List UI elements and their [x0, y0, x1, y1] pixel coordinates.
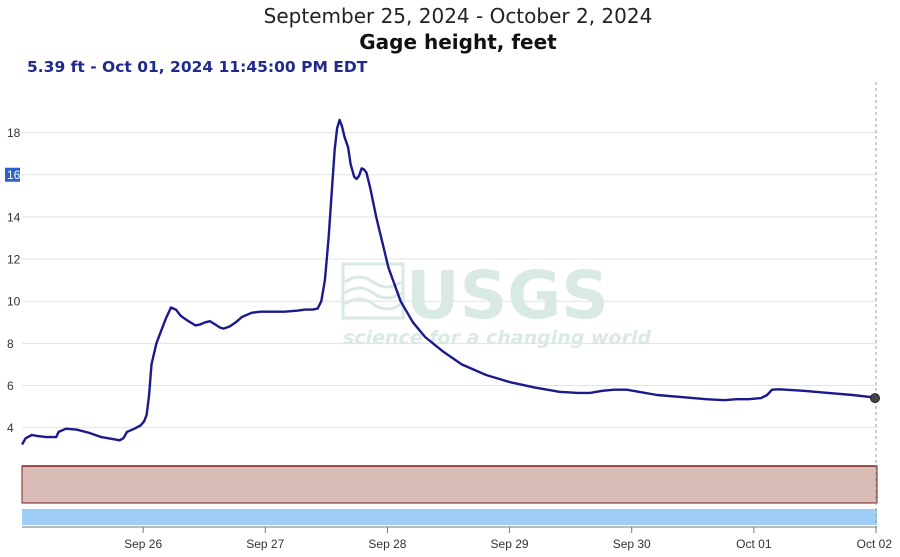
x-tick-label: Oct 02 [857, 537, 893, 551]
y-tick-label: 16 [7, 168, 21, 182]
y-tick-label: 4 [7, 421, 14, 435]
chart-title: September 25, 2024 - October 2, 2024 [264, 4, 653, 28]
x-tick-label: Oct 01 [736, 537, 772, 551]
x-axis: Sep 26 Sep 27 Sep 28 Sep 29 Sep 30 Oct 01 Oct … [124, 527, 892, 551]
x-tick-label: Sep 30 [613, 537, 651, 551]
watermark-text: USGS [406, 257, 609, 334]
y-tick-highlight [5, 167, 20, 182]
y-tick-label: 18 [7, 126, 21, 140]
y-tick-label: 8 [7, 337, 14, 351]
series-layer [20, 118, 880, 446]
hover-point-marker[interactable] [870, 393, 880, 404]
chart-subtitle: Gage height, feet [359, 30, 557, 54]
y-tick-label: 14 [7, 210, 21, 224]
watermark-tagline: science for a changing world [343, 327, 651, 349]
y-tick-label: 12 [7, 253, 21, 267]
usgs-logo-icon [341, 262, 405, 320]
y-axis: 4 6 8 10 12 14 16 18 [5, 126, 21, 435]
gage-height-series-line [20, 118, 878, 446]
hover-readout: 5.39 ft - Oct 01, 2024 11:45:00 PM EDT [27, 58, 368, 76]
y-tick-label: 10 [7, 295, 21, 309]
y-tick-label: 6 [7, 379, 14, 393]
x-tick-label: Sep 27 [246, 537, 284, 551]
lower-band [21, 465, 878, 504]
grid-lines [22, 132, 877, 429]
x-tick-label: Sep 29 [491, 537, 529, 551]
x-tick-label: Sep 26 [124, 537, 162, 551]
blue-band [22, 509, 877, 525]
x-tick-label: Sep 28 [368, 537, 406, 551]
